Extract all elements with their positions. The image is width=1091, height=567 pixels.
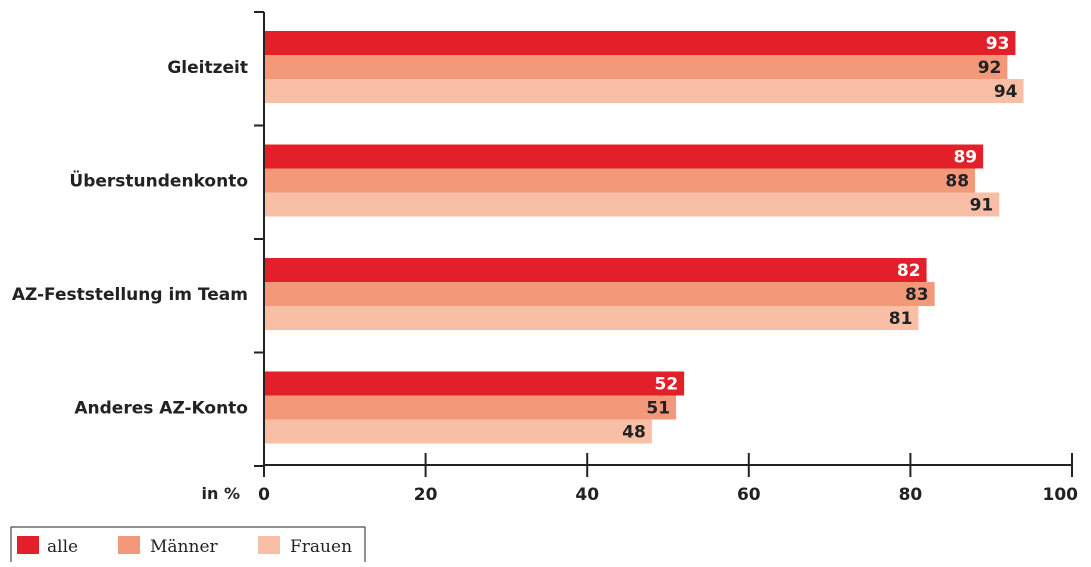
legend-swatch — [258, 536, 280, 554]
bar-value-label: 88 — [945, 172, 969, 192]
bar-Männer-0 — [264, 55, 1008, 79]
category-label: Überstundenkonto — [69, 170, 248, 192]
category-label: AZ-Feststellung im Team — [12, 285, 248, 305]
bar-Männer-2 — [264, 282, 935, 306]
bar-value-label: 92 — [978, 58, 1002, 78]
bar-alle-3 — [264, 371, 685, 396]
bar-alle-2 — [264, 258, 927, 282]
bar-value-label: 89 — [953, 148, 977, 168]
legend-label: Frauen — [290, 537, 352, 557]
category-labels-group: Gleitzeit Überstundenkonto AZ-Feststellung… — [12, 58, 248, 419]
x-axis-unit-label: in % — [202, 484, 240, 503]
bar-alle-1 — [264, 144, 984, 169]
bar-Männer-1 — [264, 168, 976, 193]
y-ticks-group — [254, 11, 264, 467]
x-tick-label: 40 — [575, 485, 599, 505]
legend-swatch — [118, 536, 140, 554]
bar-alle-0 — [264, 31, 1016, 55]
bar-value-label: 52 — [654, 375, 678, 395]
category-label: Anderes AZ-Konto — [74, 399, 248, 419]
bar-Frauen-2 — [264, 306, 919, 330]
x-tick-label: 100 — [1043, 485, 1079, 505]
bar-value-label: 81 — [889, 309, 913, 329]
bar-Frauen-1 — [264, 192, 1000, 217]
x-ticks-group: 0 20 40 60 80 100 — [258, 453, 1078, 505]
legend-label: alle — [47, 537, 78, 557]
legend-swatch — [17, 536, 39, 554]
bar-value-label: 48 — [622, 423, 646, 443]
bar-Frauen-3 — [264, 419, 652, 444]
x-tick-label: 20 — [414, 485, 438, 505]
bar-value-label: 93 — [986, 34, 1010, 54]
bar-value-label: 91 — [970, 196, 994, 216]
x-tick-label: 80 — [899, 485, 923, 505]
x-tick-label: 60 — [737, 485, 761, 505]
bar-Frauen-0 — [264, 79, 1024, 103]
bars-group — [264, 31, 1024, 444]
bar-Männer-3 — [264, 395, 677, 420]
category-label: Gleitzeit — [167, 58, 248, 78]
bar-value-label: 83 — [905, 285, 929, 305]
x-tick-label: 0 — [258, 485, 270, 505]
legend-label: Männer — [150, 537, 219, 557]
legend: alle Männer Frauen — [10, 526, 366, 562]
bar-value-label: 94 — [994, 82, 1018, 102]
bar-value-label: 82 — [897, 261, 921, 281]
bar-value-label: 51 — [646, 399, 670, 419]
